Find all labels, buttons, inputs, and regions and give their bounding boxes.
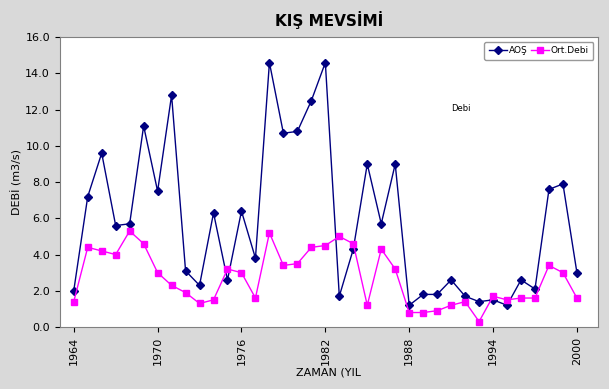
Title: KIŞ MEVSİMİ: KIŞ MEVSİMİ [275, 11, 383, 29]
Legend: AOŞ, Ort.Debi: AOŞ, Ort.Debi [484, 42, 593, 60]
Text: Debi: Debi [451, 104, 471, 113]
X-axis label: ZAMAN (YIL: ZAMAN (YIL [297, 368, 361, 378]
Y-axis label: DEBİ (m3/s): DEBİ (m3/s) [11, 149, 23, 215]
